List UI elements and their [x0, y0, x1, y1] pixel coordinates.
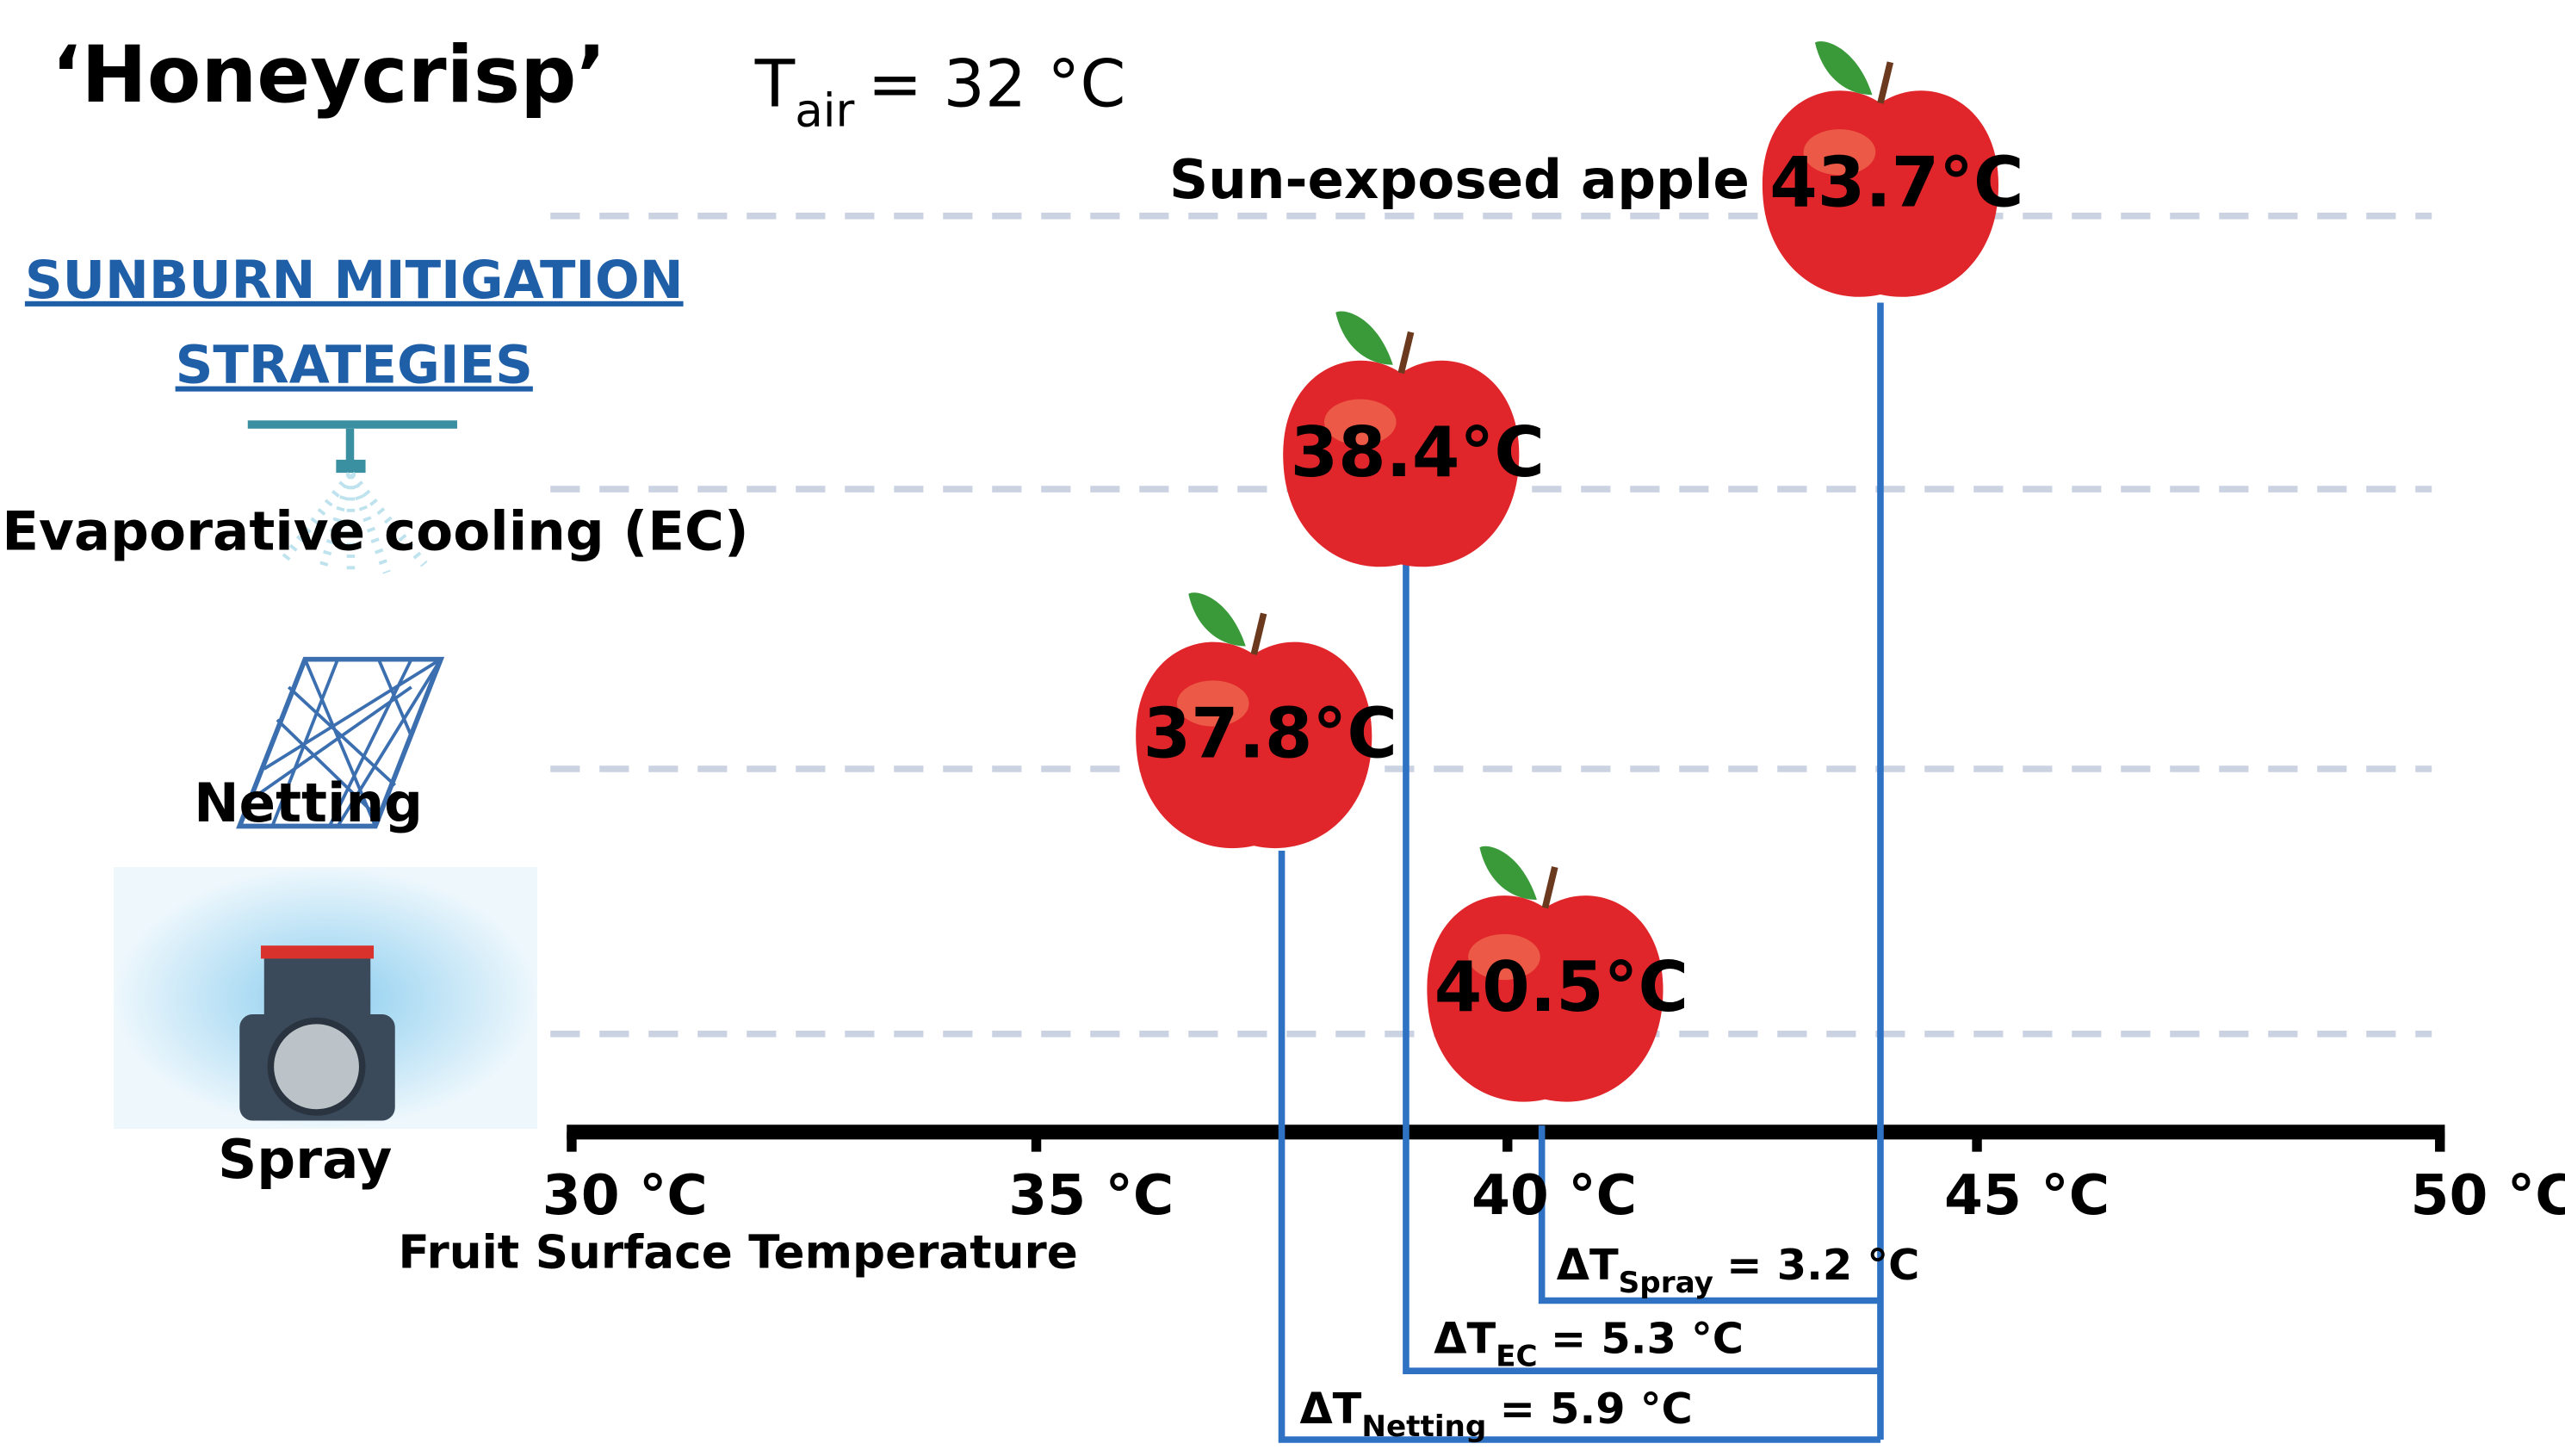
difference-lines	[1278, 302, 1884, 1443]
tick-label: 30 °C	[542, 1163, 708, 1228]
apple-leaf	[1814, 40, 1873, 96]
axis-label: Fruit Surface Temperature	[399, 1226, 1078, 1279]
strategy-label: Spray	[218, 1128, 392, 1191]
differences: ΔTSpray = 3.2 °C ΔTEC = 5.3 °C ΔTNetting = 5.…	[1299, 1240, 1919, 1444]
netting-icon	[236, 656, 445, 829]
apple-leaf	[1335, 311, 1393, 365]
apple-leaf	[1479, 846, 1537, 900]
apple-shine	[1468, 933, 1540, 981]
apple	[1427, 846, 1664, 1102]
apple	[1283, 311, 1520, 567]
apple-stem	[1397, 331, 1415, 375]
title: ‘Honeycrisp’	[52, 28, 606, 121]
air-temperature: Tair = 32 °C	[754, 46, 1126, 138]
apple-label: Sun-exposed apple	[1169, 148, 1750, 211]
difference-label: ΔTNetting = 5.9 °C	[1299, 1384, 1692, 1444]
apple-stem	[1250, 612, 1267, 655]
strategy-label: Netting	[194, 771, 423, 834]
apple-temperature: 37.8°C	[1143, 694, 1397, 774]
tick-label: 35 °C	[1008, 1163, 1174, 1228]
heading-line: STRATEGIES	[176, 336, 533, 396]
axis	[567, 1125, 2445, 1152]
apple-temperature: 43.7°C	[1769, 142, 2023, 222]
difference-label: ΔTEC = 5.3 °C	[1434, 1313, 1744, 1373]
apples: 43.7°C 38.4°C 37.8°C 40.5°C	[1136, 40, 2024, 1102]
apple-shine	[1803, 129, 1876, 176]
apple-shine	[1176, 680, 1249, 727]
tick-label: 40 °C	[1471, 1163, 1637, 1228]
apple-leaf	[1188, 592, 1246, 647]
apple	[1762, 40, 1999, 297]
apple-stem	[1541, 866, 1558, 909]
apple	[1136, 592, 1372, 849]
sprinkler-icon	[247, 420, 457, 576]
heading: SUNBURN MITIGATION STRATEGIES	[25, 251, 684, 396]
strategy-label: Evaporative cooling (EC)	[2, 499, 749, 562]
apple-temperature: 40.5°C	[1434, 947, 1688, 1027]
apple-stem	[1877, 61, 1894, 104]
apple-shine	[1323, 399, 1397, 445]
tick-label: 50 °C	[2411, 1163, 2565, 1228]
tick-labels: 30 °C 35 °C 40 °C 45 °C 50 °C	[542, 1163, 2565, 1228]
spray-icon	[113, 867, 538, 1129]
apple-temperature: 38.4°C	[1291, 412, 1545, 493]
tick-label: 45 °C	[1944, 1163, 2110, 1228]
heading-line: SUNBURN MITIGATION	[25, 251, 684, 311]
difference-label: ΔTSpray = 3.2 °C	[1557, 1240, 1920, 1300]
